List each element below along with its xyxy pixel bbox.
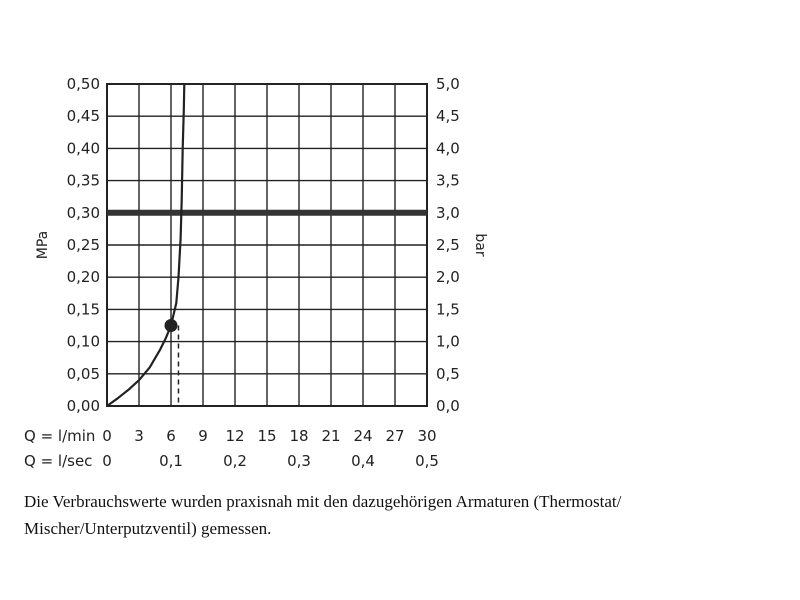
y-right-tick-label: 3,5 <box>436 172 460 190</box>
x-secondary-axis-label: Q = l/sec <box>24 452 92 470</box>
y-left-tick-label: 0,35 <box>67 172 100 190</box>
y-left-tick-label: 0,05 <box>67 365 100 383</box>
y-left-tick-label: 0,45 <box>67 107 100 125</box>
tick-labels: 0 3 6 9 12 15 18 21 24 27 300,00 0,00,05 0,50,10 1,00… <box>67 75 460 470</box>
operating-point-marker <box>164 319 178 332</box>
y-right-tick-label: 2,5 <box>436 236 460 254</box>
y-left-tick-label: 0,50 <box>67 75 100 93</box>
y-right-tick-label: 0,0 <box>436 397 460 415</box>
x-primary-tick-label: 0 <box>102 427 112 445</box>
x-secondary-tick-label: 0,3 <box>287 452 311 470</box>
x-secondary-tick-label: 0 <box>102 452 112 470</box>
x-secondary-tick-label: 0,1 <box>159 452 183 470</box>
y-left-tick-label: 0,20 <box>67 268 100 286</box>
y-right-tick-label: 4,0 <box>436 139 460 157</box>
x-primary-tick-label: 15 <box>257 427 276 445</box>
plot-frame <box>106 83 428 407</box>
caption-text: Die Verbrauchswerte wurden praxisnah mit… <box>24 492 622 538</box>
y-left-tick-label: 0,40 <box>67 139 100 157</box>
flow-pressure-chart: 0 3 6 9 12 15 18 21 24 27 300,00 0,00,05 0,50,10 1,00… <box>24 75 488 470</box>
x-primary-tick-label: 24 <box>353 427 372 445</box>
y-left-tick-label: 0,00 <box>67 397 100 415</box>
y-axis-left-label: MPa <box>35 231 51 259</box>
y-right-tick-label: 3,0 <box>436 204 460 222</box>
x-secondary-tick-label: 0,2 <box>223 452 247 470</box>
x-primary-tick-label: 9 <box>198 427 208 445</box>
x-primary-tick-label: 12 <box>225 427 244 445</box>
x-secondary-tick-label: 0,4 <box>351 452 375 470</box>
y-right-tick-label: 1,5 <box>436 300 460 318</box>
x-primary-tick-label: 6 <box>166 427 176 445</box>
y-right-tick-label: 4,5 <box>436 107 460 125</box>
x-primary-tick-label: 21 <box>321 427 340 445</box>
x-primary-axis-label: Q = l/min <box>24 427 95 445</box>
x-primary-tick-label: 30 <box>417 427 436 445</box>
y-right-tick-label: 2,0 <box>436 268 460 286</box>
x-primary-tick-label: 27 <box>385 427 404 445</box>
y-left-tick-label: 0,25 <box>67 236 100 254</box>
y-axis-right-label: bar <box>472 233 488 256</box>
y-right-tick-label: 1,0 <box>436 333 460 351</box>
x-secondary-tick-label: 0,5 <box>415 452 439 470</box>
x-primary-tick-label: 3 <box>134 427 144 445</box>
x-primary-tick-label: 18 <box>289 427 308 445</box>
y-right-tick-label: 0,5 <box>436 365 460 383</box>
series-layer <box>106 83 427 407</box>
y-left-tick-label: 0,15 <box>67 300 100 318</box>
y-left-tick-label: 0,10 <box>67 333 100 351</box>
y-left-tick-label: 0,30 <box>67 204 100 222</box>
y-right-tick-label: 5,0 <box>436 75 460 93</box>
